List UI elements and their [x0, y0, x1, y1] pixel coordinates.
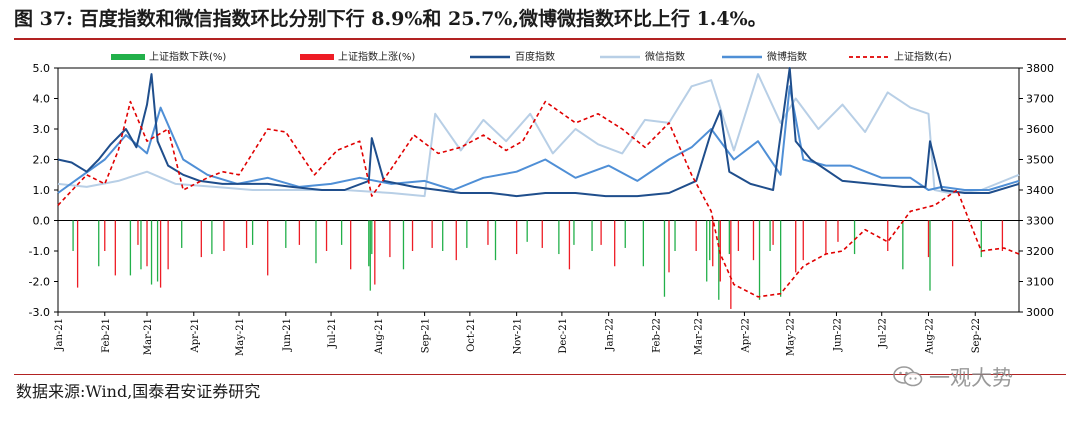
x-tick-label: Sep-22: [971, 318, 982, 353]
x-tick-label: May-21: [235, 318, 246, 356]
legend-swatch-bar-up: [300, 54, 334, 60]
series-line-baidu: [57, 67, 1020, 198]
x-tick-label: Feb-22: [651, 318, 662, 353]
axis-left: -3.0 -2.0 -1.0 0.0 1.0 2.0 3.0 4.0 5.0: [29, 62, 58, 319]
y-right-tick-label: 3500: [1026, 154, 1054, 167]
x-tick-label: Jul-22: [878, 318, 889, 349]
y-left-tick-label: 5.0: [33, 62, 51, 75]
x-tick-label: Oct-21: [466, 318, 477, 352]
y-right-tick-label: 3200: [1026, 245, 1054, 258]
legend: 上证指数下跌(%) 上证指数上涨(%) 百度指数 微信指数 微博指数 上证指数(…: [111, 50, 952, 63]
watermark-text: 一观大势: [929, 366, 1013, 390]
x-tick-label: Apr-21: [190, 318, 201, 354]
x-tick-label: Jun-22: [832, 318, 843, 352]
y-right-tick-label: 3600: [1026, 123, 1054, 136]
lines: [57, 67, 1020, 298]
axis-right: 3000 3100 3200 3300 3400 3500 3600 3700 3800: [1019, 62, 1054, 319]
x-tick-label: Feb-21: [101, 318, 112, 353]
series-line-sh-index: [57, 100, 1020, 298]
figure-title: 图 37: 百度指数和微信指数环比分别下行 8.9%和 25.7%,微博微指数环…: [14, 8, 767, 30]
x-tick-label: Jan-21: [54, 318, 65, 352]
y-left-tick-label: -2.0: [29, 276, 50, 289]
x-tick-label: Apr-22: [740, 318, 751, 354]
y-right-tick-label: 3300: [1026, 215, 1054, 228]
source-note: 数据来源:Wind,国泰君安证券研究: [16, 382, 261, 401]
y-left-tick-label: 0.0: [33, 215, 51, 228]
x-tick-label: Jun-21: [282, 318, 293, 352]
x-tick-label: Jan-22: [605, 318, 616, 352]
watermark: 一观大势: [893, 363, 1013, 391]
bars: [72, 220, 1004, 309]
x-tick-label: Aug-21: [374, 318, 385, 355]
plot-border: [57, 67, 1020, 313]
axis-bottom: Jan-21 Feb-21 Mar-21 Apr-21 May-21 Jun-21 Jul-…: [54, 312, 982, 356]
plot-frame: [57, 67, 1020, 313]
x-tick-label: Mar-21: [143, 318, 154, 355]
x-tick-label: Sep-21: [421, 318, 432, 353]
y-left-tick-label: -1.0: [29, 245, 50, 258]
y-left-tick-label: 3.0: [33, 123, 51, 136]
legend-swatch-bar-down: [111, 54, 145, 60]
legend-label: 微信指数: [645, 50, 685, 63]
y-right-tick-label: 3100: [1026, 276, 1054, 289]
wechat-bubble-icon: [893, 366, 923, 387]
legend-label: 微博指数: [767, 50, 807, 63]
y-left-tick-label: 2.0: [33, 154, 51, 167]
title-rule: [14, 38, 1066, 40]
y-right-tick-label: 3000: [1026, 306, 1054, 319]
y-left-tick-label: 4.0: [33, 93, 51, 106]
y-left-tick-label: 1.0: [33, 184, 51, 197]
chart: 上证指数下跌(%) 上证指数上涨(%) 百度指数 微信指数 微博指数 上证指数(…: [29, 50, 1054, 356]
source-rule: [14, 374, 1066, 375]
legend-label: 上证指数上涨(%): [338, 50, 415, 63]
x-tick-label: Jul-21: [327, 318, 338, 349]
series-line-weixin: [57, 73, 1020, 198]
y-right-tick-label: 3800: [1026, 62, 1054, 75]
x-tick-label: May-22: [786, 318, 797, 356]
x-tick-label: Nov-21: [513, 318, 524, 355]
x-tick-label: Mar-22: [694, 318, 705, 355]
y-right-tick-label: 3700: [1026, 93, 1054, 106]
legend-label: 百度指数: [515, 50, 555, 63]
x-tick-label: Dec-21: [558, 318, 569, 354]
series-line-weibo: [57, 85, 1020, 194]
y-left-tick-label: -3.0: [29, 306, 50, 319]
legend-label: 上证指数下跌(%): [149, 50, 226, 63]
y-right-tick-label: 3400: [1026, 184, 1054, 197]
legend-label: 上证指数(右): [894, 50, 952, 63]
x-tick-label: Aug-22: [924, 318, 935, 355]
